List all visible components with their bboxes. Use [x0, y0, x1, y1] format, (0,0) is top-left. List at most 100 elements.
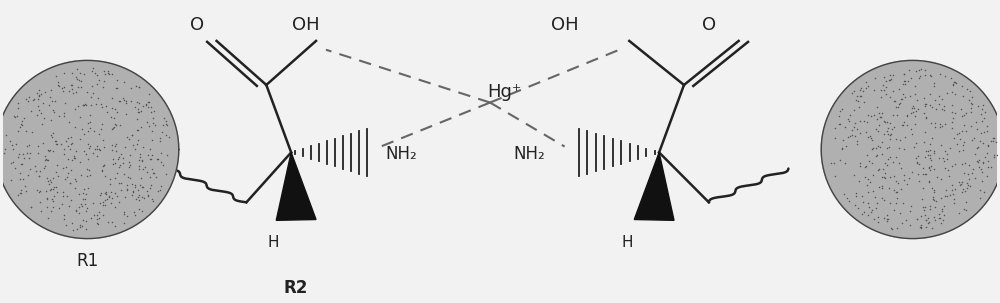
Point [85, 65, 101, 70]
Point [874, 185, 890, 190]
Point [125, 189, 141, 194]
Point [897, 135, 913, 139]
Point [926, 150, 942, 155]
Point [12, 190, 28, 195]
Point [931, 94, 947, 99]
Point [130, 194, 146, 199]
Text: O: O [190, 15, 204, 34]
Point [924, 136, 940, 141]
Point [880, 217, 896, 222]
Point [934, 206, 950, 211]
Point [892, 211, 908, 216]
Point [911, 178, 927, 183]
Point [83, 103, 99, 108]
Point [907, 122, 923, 127]
Point [140, 193, 156, 198]
Point [926, 167, 942, 171]
Point [879, 219, 895, 224]
Point [964, 138, 980, 143]
Point [870, 129, 886, 134]
Point [39, 196, 55, 201]
Point [959, 86, 975, 91]
Polygon shape [276, 152, 316, 220]
Point [131, 157, 147, 162]
Point [68, 207, 84, 212]
Point [920, 220, 936, 225]
Point [23, 108, 39, 113]
Point [14, 122, 30, 127]
Point [56, 217, 72, 222]
Point [947, 111, 963, 115]
Point [979, 123, 995, 128]
Point [140, 100, 156, 105]
Point [109, 170, 125, 175]
Point [834, 146, 850, 151]
Point [40, 148, 56, 153]
Point [67, 176, 83, 181]
Point [913, 224, 929, 229]
Point [56, 71, 72, 75]
Point [112, 163, 128, 168]
Point [832, 109, 848, 114]
Point [856, 100, 872, 105]
Point [68, 148, 84, 153]
Text: OH: OH [292, 15, 320, 34]
Point [911, 75, 927, 80]
Point [14, 118, 30, 123]
Point [100, 71, 116, 75]
Point [98, 104, 114, 108]
Point [922, 152, 938, 157]
Point [881, 77, 897, 82]
Point [130, 128, 146, 132]
Point [895, 92, 911, 97]
Point [905, 110, 921, 115]
Point [56, 151, 72, 156]
Point [969, 159, 985, 164]
Point [153, 150, 169, 155]
Point [904, 106, 920, 111]
Point [936, 213, 952, 218]
Point [125, 142, 141, 147]
Point [886, 174, 902, 178]
Point [143, 105, 159, 110]
Point [859, 182, 875, 187]
Point [916, 208, 932, 212]
Point [7, 115, 23, 120]
Point [922, 103, 938, 108]
Point [79, 166, 95, 171]
Point [80, 185, 96, 190]
Point [68, 208, 84, 213]
Point [860, 134, 876, 139]
Point [886, 207, 902, 212]
Point [933, 176, 949, 181]
Point [908, 141, 924, 145]
Point [940, 167, 956, 172]
Point [934, 106, 950, 111]
Point [80, 156, 96, 161]
Point [16, 155, 32, 160]
Point [926, 198, 942, 202]
Point [908, 68, 924, 73]
Point [159, 123, 175, 128]
Point [948, 80, 964, 85]
Point [60, 135, 76, 140]
Point [126, 210, 142, 215]
Point [31, 108, 47, 112]
Point [86, 212, 102, 217]
Point [124, 181, 140, 186]
Point [140, 192, 156, 197]
Point [46, 193, 62, 198]
Point [949, 142, 965, 147]
Point [914, 196, 930, 201]
Point [63, 198, 79, 203]
Point [43, 179, 59, 184]
Point [72, 137, 88, 142]
Point [97, 203, 113, 208]
Point [62, 181, 78, 185]
Point [961, 162, 977, 167]
Point [50, 83, 66, 88]
Point [896, 72, 912, 76]
Point [116, 211, 132, 216]
Point [855, 199, 871, 204]
Point [20, 173, 36, 178]
